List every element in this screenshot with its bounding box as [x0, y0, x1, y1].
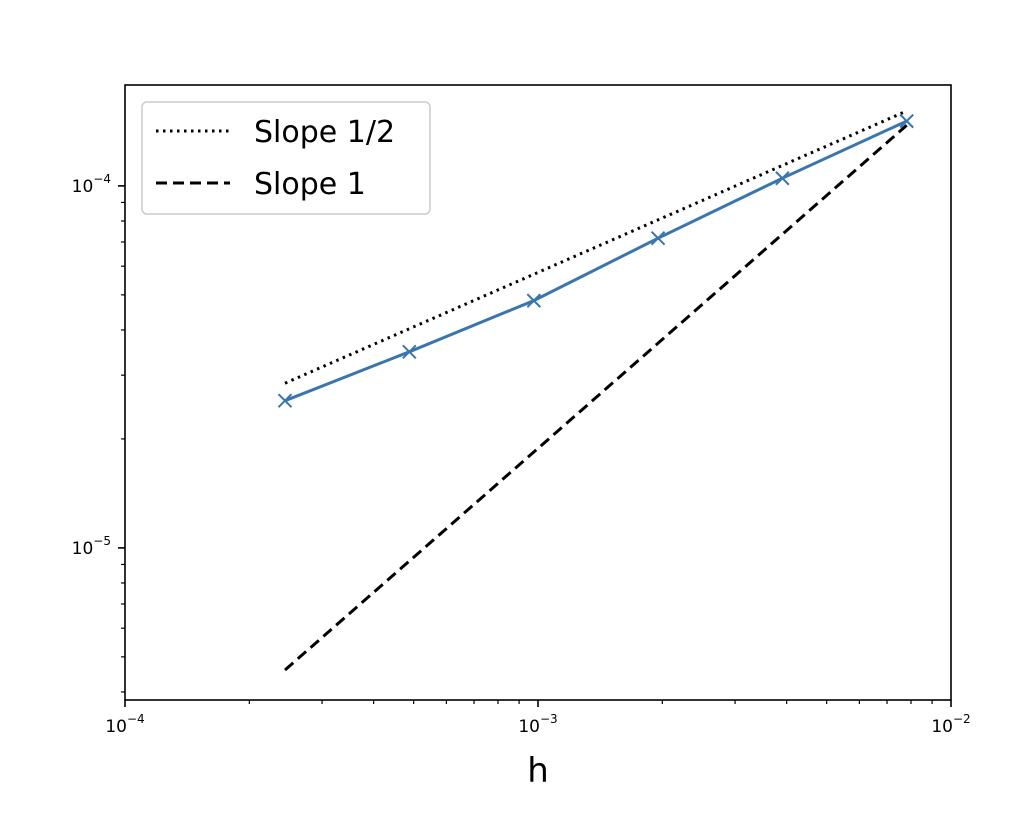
- data-point-marker: [775, 171, 790, 186]
- series-line-data: [284, 119, 908, 403]
- x-tick-label: 10−4: [105, 712, 144, 737]
- plot-area: [277, 109, 914, 672]
- data-point-marker: [650, 230, 666, 246]
- data-point-marker: [526, 293, 542, 308]
- data-point-marker: [402, 344, 417, 360]
- y-tick-label: 10−5: [72, 534, 111, 559]
- legend-label: Slope 1: [254, 167, 366, 202]
- x-axis-label: h: [527, 751, 549, 791]
- legend: Slope 1/2 Slope 1: [141, 101, 431, 215]
- legend-label: Slope 1/2: [254, 115, 395, 150]
- y-tick-label: 10−4: [72, 172, 111, 197]
- x-tick-label: 10−3: [518, 712, 557, 737]
- x-tick-label: 10−2: [931, 712, 970, 737]
- series-line-slope-1-2: [284, 109, 908, 385]
- data-point-marker: [277, 393, 293, 408]
- series-line-slope-1: [284, 124, 908, 672]
- data-point-marker: [899, 113, 914, 129]
